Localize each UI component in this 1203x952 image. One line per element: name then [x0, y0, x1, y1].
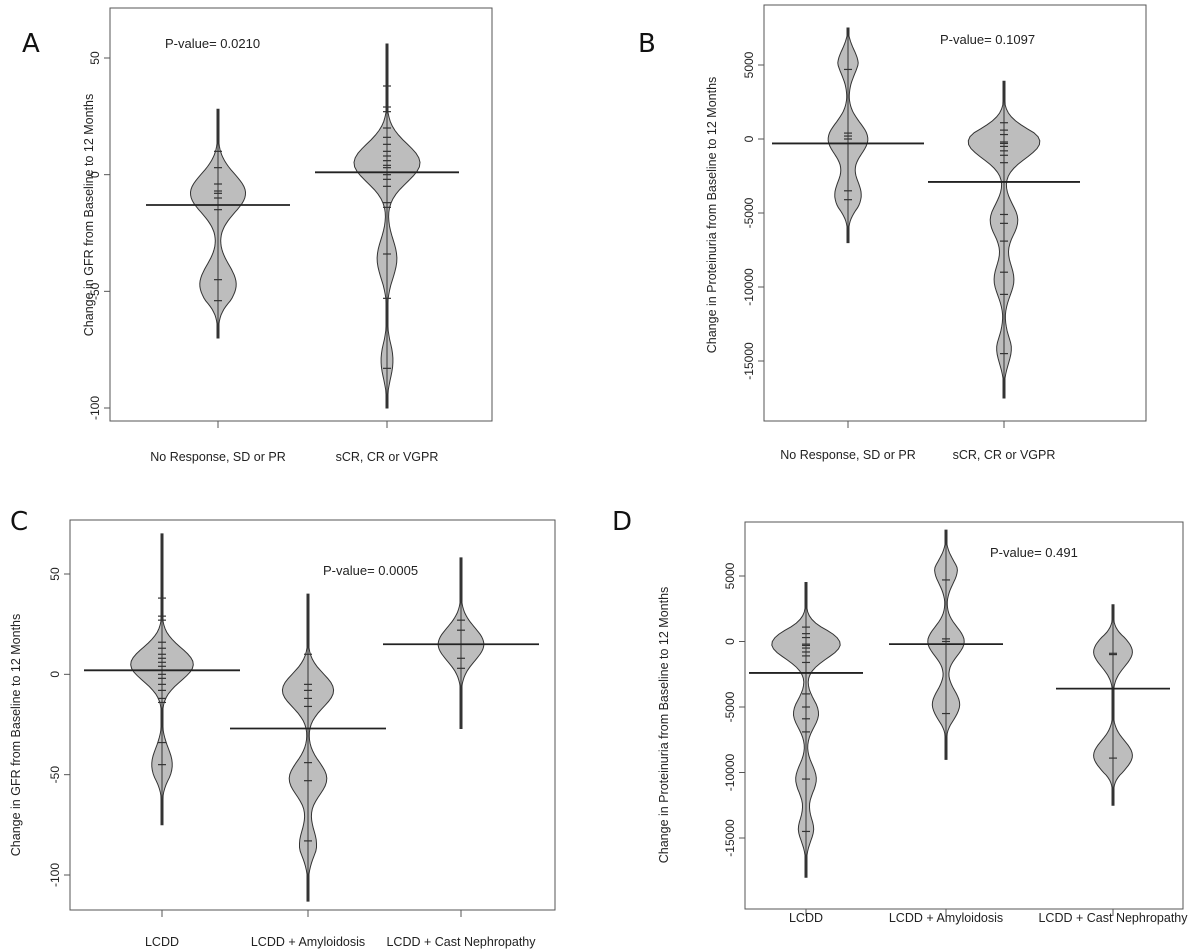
y-tick-label: 5000: [742, 51, 756, 78]
y-tick-label: 0: [723, 638, 737, 645]
p-value-label: P-value= 0.1097: [940, 32, 1035, 47]
y-axis: 50 0 -50 -100: [48, 567, 71, 887]
y-tick-label: -100: [88, 396, 102, 420]
y-tick-label: 0: [742, 135, 756, 142]
y-axis-label: Change in Proteinuria from Baseline to 1…: [657, 587, 671, 864]
x-axis: No Response, SD or PR sCR, CR or VGPR: [150, 420, 439, 464]
y-axis-label: Change in GFR from Baseline to 12 Months: [9, 614, 23, 856]
panel-c: C Change in GFR from Baseline to 12 Mont…: [9, 507, 556, 949]
y-tick-label: -50: [88, 282, 102, 300]
panel-letter-d: D: [612, 507, 632, 537]
y-tick-label: -5000: [723, 691, 737, 722]
plot-frame: [763, 4, 1147, 422]
x-tick-label: LCDD: [789, 911, 823, 925]
violins: [84, 533, 539, 902]
x-tick-label: No Response, SD or PR: [150, 450, 285, 464]
y-tick-label: -5000: [742, 197, 756, 228]
panel-letter-a: A: [22, 29, 40, 59]
x-tick-label: sCR, CR or VGPR: [336, 450, 439, 464]
panel-d: D Change in Proteinuria from Baseline to…: [612, 507, 1188, 925]
violins: [772, 27, 1080, 399]
y-tick-label: -15000: [742, 342, 756, 380]
x-tick-label: LCDD + Amyloidosis: [889, 911, 1003, 925]
panel-letter-b: B: [638, 29, 656, 59]
y-tick-label: -100: [48, 863, 62, 887]
p-value-label: P-value= 0.491: [990, 545, 1078, 560]
x-tick-label: LCDD + Amyloidosis: [251, 935, 365, 949]
y-tick-label: 5000: [723, 562, 737, 589]
x-axis: No Response, SD or PR sCR, CR or VGPR: [780, 420, 1056, 462]
y-tick-label: 50: [88, 51, 102, 65]
y-tick-label: -10000: [723, 753, 737, 791]
y-tick-label: 50: [48, 567, 62, 581]
y-tick-label: 0: [48, 671, 62, 678]
panel-letter-c: C: [10, 507, 28, 537]
y-axis: 5000 0 -5000 -10000 -15000: [742, 51, 765, 380]
plot-frame: [109, 7, 493, 422]
y-axis: 50 0 -50 -100: [88, 51, 111, 420]
violins: [749, 529, 1170, 878]
y-axis: 5000 0 -5000 -10000 -15000: [723, 562, 746, 857]
p-value-label: P-value= 0.0005: [323, 563, 418, 578]
panel-a: A Change in GFR from Baseline to 12 Mont…: [22, 7, 493, 464]
y-axis-label: Change in GFR from Baseline to 12 Months: [82, 94, 96, 336]
x-axis: LCDD LCDD + Amyloidosis LCDD + Cast Nephro…: [789, 908, 1188, 925]
x-tick-label: LCDD + Cast Nephropathy: [386, 935, 536, 949]
y-tick-label: -50: [48, 766, 62, 784]
y-tick-label: 0: [88, 171, 102, 178]
y-axis-label: Change in Proteinuria from Baseline to 1…: [705, 77, 719, 354]
x-tick-label: LCDD + Cast Nephropathy: [1038, 911, 1188, 925]
violins: [146, 43, 459, 409]
panel-b: B Change in Proteinuria from Baseline to…: [638, 4, 1147, 462]
y-tick-label: -15000: [723, 819, 737, 857]
x-axis: LCDD LCDD + Amyloidosis LCDD + Cast Nephro…: [145, 909, 536, 949]
y-tick-label: -10000: [742, 268, 756, 306]
x-tick-label: No Response, SD or PR: [780, 448, 915, 462]
x-tick-label: LCDD: [145, 935, 179, 949]
x-tick-label: sCR, CR or VGPR: [953, 448, 1056, 462]
p-value-label: P-value= 0.0210: [165, 36, 260, 51]
